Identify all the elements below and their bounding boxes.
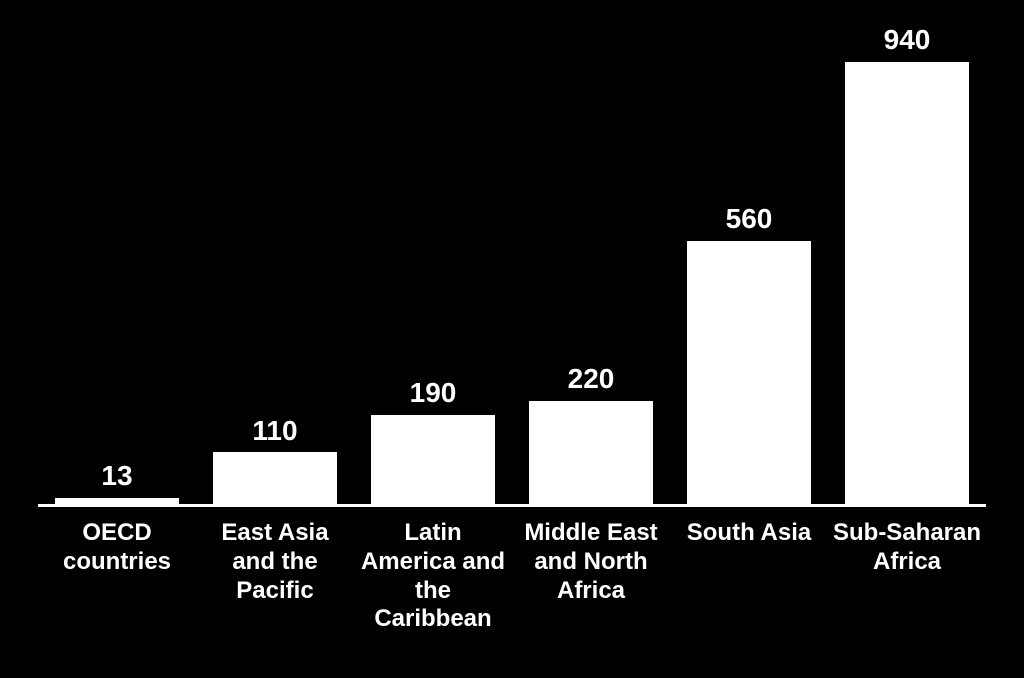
x-axis-labels: OECD countriesEast Asia and the PacificL…: [38, 519, 986, 634]
bar: [529, 401, 652, 504]
bar-slot: 560: [670, 204, 828, 504]
bar: [55, 498, 178, 504]
bar-slot: 190: [354, 378, 512, 504]
x-axis-label: East Asia and the Pacific: [196, 519, 354, 634]
bar-value-label: 190: [410, 378, 457, 409]
bar-slot: 940: [828, 25, 986, 504]
x-axis-label: Middle East and North Africa: [512, 519, 670, 634]
x-axis-label: Sub-Saharan Africa: [828, 519, 986, 634]
bar: [687, 241, 810, 504]
bar-chart: 13 110 190 220 560 940 OECD countriesEast Asi…: [0, 0, 1024, 678]
bar: [371, 415, 494, 504]
bar-value-label: 940: [884, 25, 931, 56]
bar-value-label: 560: [726, 204, 773, 235]
bar-slot: 13: [38, 461, 196, 504]
plot-area: 13 110 190 220 560 940: [38, 0, 986, 507]
x-axis-label: South Asia: [670, 519, 828, 634]
bar: [213, 452, 336, 504]
bar-slot: 110: [196, 416, 354, 504]
bar-value-label: 220: [568, 364, 615, 395]
bar-value-label: 13: [101, 461, 132, 492]
bar: [845, 62, 968, 504]
x-axis-label: OECD countries: [38, 519, 196, 634]
bar-slot: 220: [512, 364, 670, 504]
x-axis-label: Latin America and the Caribbean: [354, 519, 512, 634]
bar-value-label: 110: [252, 416, 297, 447]
